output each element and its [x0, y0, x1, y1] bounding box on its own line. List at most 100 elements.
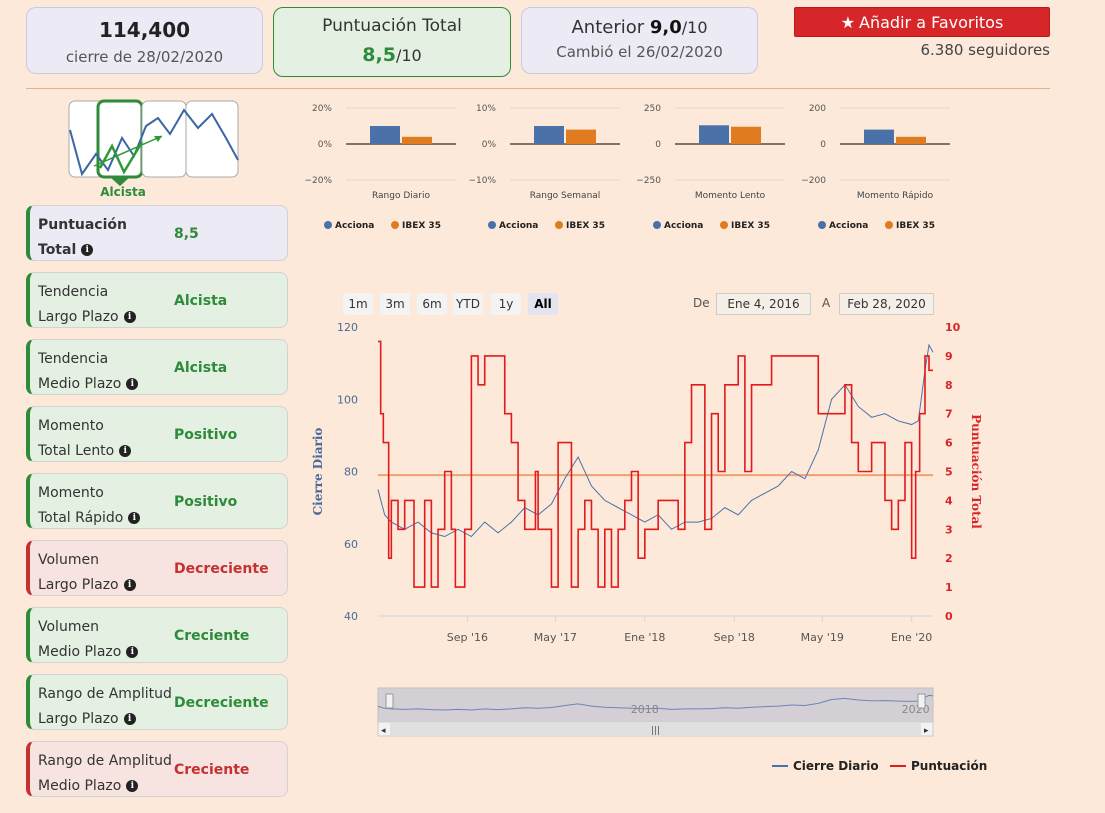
mini-chart: 10% 0% −10% Rango Semanal Acciona IBEX 35: [468, 104, 620, 231]
previous-score-denominator: /10: [681, 18, 708, 37]
trend-selector[interactable]: [66, 98, 242, 200]
indicator-label-line2: Medio Plazo i: [38, 372, 139, 397]
info-icon[interactable]: i: [123, 579, 136, 591]
indicator-card[interactable]: Momento Total Rápido i Positivo: [26, 473, 288, 529]
trend-arrow-line: [93, 135, 163, 167]
bar: [566, 129, 596, 144]
info-icon[interactable]: i: [126, 378, 139, 390]
indicator-card[interactable]: Momento Total Lento i Positivo: [26, 406, 288, 462]
main-legend[interactable]: Cierre Diario Puntuación: [772, 759, 987, 773]
indicator-label-text: Total: [38, 242, 77, 258]
indicator-label-line1: Tendencia: [38, 284, 109, 300]
trend-label: Alcista: [100, 185, 146, 199]
range-button[interactable]: 6m: [417, 293, 447, 315]
mini-legend[interactable]: Acciona IBEX 35: [653, 221, 770, 231]
indicator-label-line1: Volumen: [38, 552, 99, 568]
legend-label: Acciona: [335, 221, 374, 231]
indicator-card[interactable]: Puntuación Total i 8,5: [26, 205, 288, 261]
price-date: cierre de 28/02/2020: [65, 48, 224, 66]
info-icon[interactable]: i: [126, 780, 139, 792]
y2-tick-label: 6: [945, 437, 953, 450]
comparison-charts: 20% 0% −20% Rango Diario Acciona IBEX 35 10% 0%…: [304, 104, 950, 231]
legend-marker: [488, 221, 496, 229]
mini-chart: 20% 0% −20% Rango Diario Acciona IBEX 35: [304, 104, 456, 231]
indicator-label: Puntuación Total i: [38, 213, 127, 263]
mini-chart-title: Momento Rápido: [857, 191, 934, 201]
range-button[interactable]: 1y: [491, 293, 521, 315]
indicator-card[interactable]: Tendencia Largo Plazo i Alcista: [26, 272, 288, 328]
bar: [731, 126, 761, 144]
y2-tick-label: 0: [945, 610, 953, 623]
bar: [402, 136, 432, 144]
series-cierre-diario[interactable]: [377, 343, 934, 538]
range-button[interactable]: 1m: [343, 293, 373, 315]
info-icon[interactable]: i: [126, 646, 139, 658]
indicator-label-line1: Tendencia: [38, 351, 109, 367]
info-icon[interactable]: i: [81, 244, 94, 256]
y-tick-label: 10%: [476, 104, 496, 114]
add-to-favorites-label: Añadir a Favoritos: [859, 12, 1004, 32]
scroll-left-icon[interactable]: ◂: [381, 726, 386, 736]
bar: [699, 125, 729, 144]
indicator-label: Tendencia Medio Plazo i: [38, 347, 139, 397]
navigator[interactable]: 2018 2020◂ ▸|||: [377, 687, 934, 737]
y-tick-label: −200: [801, 176, 826, 186]
legend-label: Cierre Diario: [793, 759, 879, 773]
indicator-label: Tendencia Largo Plazo i: [38, 280, 136, 330]
legend-marker: [885, 221, 893, 229]
y2-tick-label: 10: [945, 321, 961, 334]
trend-selector-pointer: [110, 177, 130, 186]
scrollbar-thumb[interactable]: [390, 723, 921, 735]
date-from-label: De: [693, 296, 710, 310]
bar: [896, 136, 926, 144]
indicator-card[interactable]: Volumen Medio Plazo i Creciente: [26, 607, 288, 663]
bar: [534, 126, 564, 144]
x-tick-label: Sep '18: [714, 631, 755, 644]
indicator-label-line1: Rango de Amplitud: [38, 686, 172, 702]
y-axis-title: Cierre Diario: [311, 428, 325, 516]
indicator-label-line1: Momento: [38, 485, 104, 501]
mini-legend[interactable]: Acciona IBEX 35: [488, 221, 605, 231]
range-button[interactable]: 3m: [380, 293, 410, 315]
scroll-right-icon[interactable]: ▸: [924, 726, 929, 736]
date-to-input[interactable]: Feb 28, 2020: [839, 293, 934, 315]
indicator-card[interactable]: Rango de Amplitud Medio Plazo i Creciente: [26, 741, 288, 797]
indicator-card[interactable]: Volumen Largo Plazo i Decreciente: [26, 540, 288, 596]
total-score-value: 8,5: [362, 44, 396, 66]
trend-box-down-right[interactable]: [185, 100, 239, 178]
add-to-favorites-button[interactable]: ★ Añadir a Favoritos: [794, 7, 1050, 37]
navigator-handle-left[interactable]: [385, 693, 394, 709]
indicator-label-line2: Medio Plazo i: [38, 640, 139, 665]
trend-box-flat[interactable]: [141, 100, 187, 178]
y2-tick-label: 3: [945, 523, 953, 536]
y2-tick-label: 2: [945, 552, 953, 565]
indicator-label-line1: Volumen: [38, 619, 99, 635]
info-icon[interactable]: i: [128, 512, 141, 524]
indicator-label-line1: Puntuación: [38, 217, 127, 233]
indicator-value: Creciente: [174, 762, 250, 778]
series-puntuacion[interactable]: [378, 340, 933, 588]
legend-label: IBEX 35: [402, 221, 441, 231]
range-button[interactable]: All: [528, 293, 558, 315]
total-score-card: Puntuación Total 8,5/10: [273, 7, 511, 77]
indicator-label-line1: Rango de Amplitud: [38, 753, 172, 769]
y2-tick-label: 7: [945, 408, 953, 421]
total-score-denominator: /10: [395, 46, 422, 65]
legend-marker: [391, 221, 399, 229]
info-icon[interactable]: i: [119, 445, 132, 457]
range-button[interactable]: YTD: [453, 293, 483, 315]
header-divider: [26, 88, 1050, 89]
info-icon[interactable]: i: [123, 311, 136, 323]
mini-legend[interactable]: Acciona IBEX 35: [324, 221, 441, 231]
date-from-input[interactable]: Ene 4, 2016: [716, 293, 811, 315]
bar: [370, 126, 400, 144]
indicator-card[interactable]: Rango de Amplitud Largo Plazo i Decreciente: [26, 674, 288, 730]
mini-legend[interactable]: Acciona IBEX 35: [818, 221, 935, 231]
info-icon[interactable]: i: [123, 713, 136, 725]
indicator-card[interactable]: Tendencia Medio Plazo i Alcista: [26, 339, 288, 395]
y2-tick-label: 8: [945, 379, 953, 392]
navigator-handle-right[interactable]: [917, 693, 926, 709]
y-tick-label: 250: [644, 104, 661, 114]
x-tick-label: Ene '20: [891, 631, 932, 644]
